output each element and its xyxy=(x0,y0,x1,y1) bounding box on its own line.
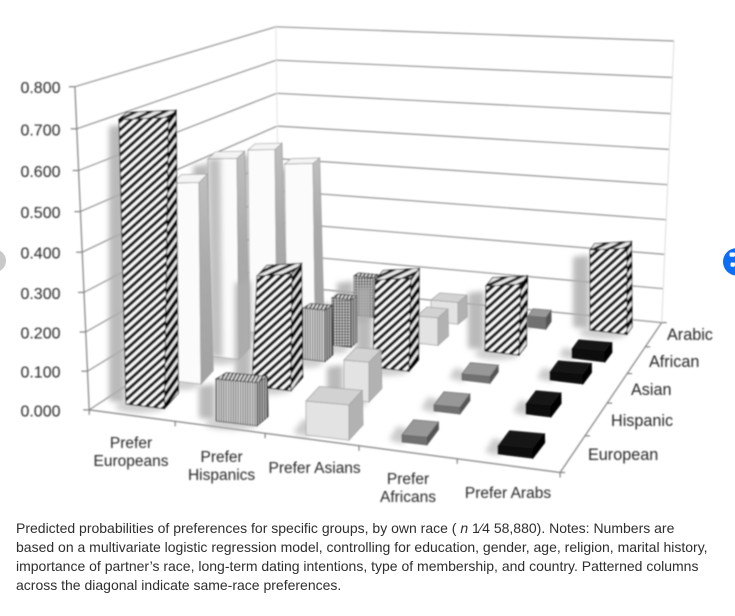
svg-text:0.500: 0.500 xyxy=(20,205,60,222)
svg-text:Asian: Asian xyxy=(631,381,672,399)
svg-text:0.100: 0.100 xyxy=(20,365,60,382)
svg-text:0.800: 0.800 xyxy=(20,80,60,97)
svg-text:Prefer Arabs: Prefer Arabs xyxy=(465,485,551,502)
svg-text:European: European xyxy=(588,446,658,464)
svg-text:Europeans: Europeans xyxy=(94,453,169,470)
svg-text:0.600: 0.600 xyxy=(20,164,60,181)
svg-text:0.200: 0.200 xyxy=(20,326,60,343)
svg-text:Africans: Africans xyxy=(380,489,436,506)
svg-text:Prefer: Prefer xyxy=(387,471,429,488)
svg-text:Hispanics: Hispanics xyxy=(188,467,255,484)
svg-text:Prefer Asians: Prefer Asians xyxy=(269,460,361,477)
svg-text:Prefer: Prefer xyxy=(110,435,152,452)
svg-text:0.300: 0.300 xyxy=(20,286,60,303)
svg-text:Arabic: Arabic xyxy=(667,326,713,344)
svg-text:African: African xyxy=(649,353,699,371)
svg-text:0.000: 0.000 xyxy=(20,403,60,420)
svg-text:Hispanic: Hispanic xyxy=(611,412,673,430)
svg-text:Prefer: Prefer xyxy=(200,449,242,466)
svg-text:0.700: 0.700 xyxy=(20,122,60,139)
svg-text:0.400: 0.400 xyxy=(20,246,60,263)
